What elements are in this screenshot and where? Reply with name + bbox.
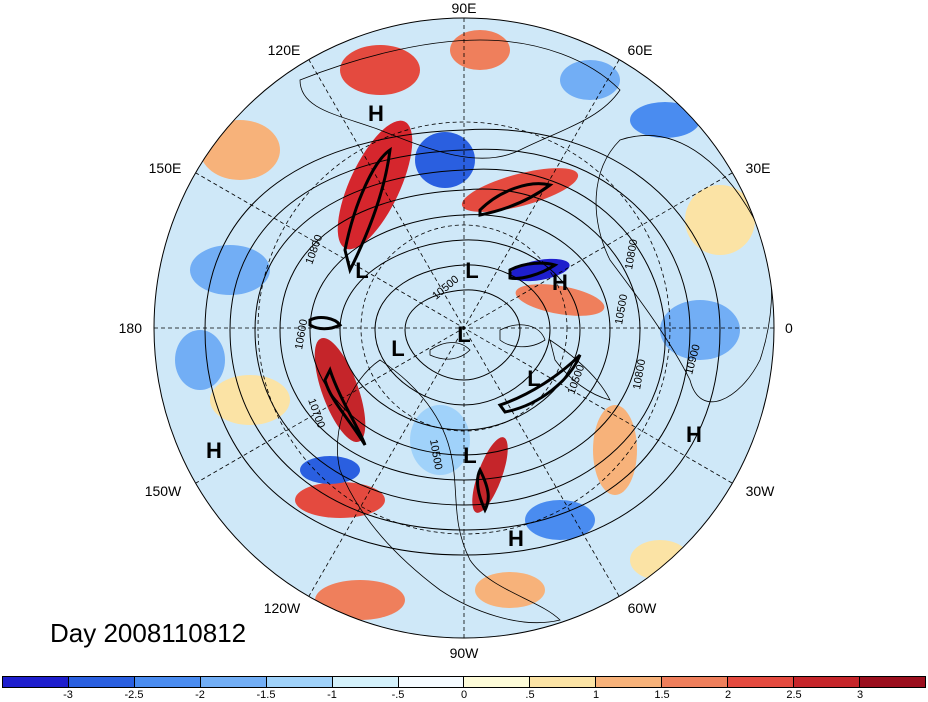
lon-label-150e: 150E [149,160,182,176]
colorbar [2,676,926,688]
colorbar-swatch [530,677,597,687]
high-pressure-marker: H [368,101,384,126]
map-border [153,17,775,639]
low-pressure-marker: L [463,443,476,468]
colorbar-tick-label: 1.5 [654,689,670,701]
colorbar-tick-label: 1 [592,689,600,701]
lon-label-120e: 120E [268,42,301,58]
cold-anomaly [560,60,620,100]
contour-label: 10500 [427,438,444,470]
colorbar-tick-label: -2.5 [124,689,144,701]
colorbar-tick-label: -2 [195,689,205,701]
high-pressure-marker: H [686,422,702,447]
contour-label: 10800 [623,238,640,270]
colorbar-swatch [859,677,925,687]
lon-label-30w: 30W [746,483,776,499]
high-pressure-marker: H [552,270,568,295]
height-contours [204,128,721,556]
colorbar-swatch [68,677,135,687]
cold-anomaly [175,330,225,390]
colorbar-tick-label: -3 [63,689,73,701]
warm-anomaly [630,540,690,580]
polar-stereographic-map: 90E 60E 30E 0 30W 60W 90W 120W 150W 180 … [119,0,793,661]
warm-anomaly [685,185,755,255]
colorbar-swatch [200,677,267,687]
lon-label-60e: 60E [628,42,653,58]
colorbar-tick-label: 3 [856,689,864,701]
colorbar-tick-label: 0 [460,689,468,701]
cold-anomaly [415,132,475,188]
colorbar-swatch [266,677,333,687]
low-pressure-marker: L [465,258,478,283]
lon-label-150w: 150W [145,483,182,499]
colorbar-swatch [596,677,663,687]
cold-anomaly [525,500,595,540]
colorbar-swatch [134,677,201,687]
low-pressure-marker: L [457,322,470,347]
colorbar-swatch [398,677,465,687]
warm-anomaly [450,30,510,70]
lon-label-60w: 60W [628,600,658,616]
coastlines [299,39,772,624]
cold-anomaly [410,405,470,475]
warm-anomaly [515,284,605,316]
colorbar-tick-label: -1.5 [256,689,276,701]
low-pressure-marker: L [355,258,368,283]
lon-label-0: 0 [785,320,793,336]
colorbar-swatch [3,677,69,687]
colorbar-tick-label: 2.5 [786,689,802,701]
warm-anomaly [475,572,545,608]
warm-anomaly [295,482,385,518]
cold-anomaly [190,245,270,295]
graticule [154,18,774,638]
colorbar-tick-label: -1 [327,689,337,701]
colorbar-swatch [728,677,795,687]
contour-label: 10500 [613,293,630,325]
warm-anomaly [210,375,290,425]
lon-label-90w: 90W [450,645,480,661]
lon-label-180: 180 [119,320,143,336]
warm-anomaly [315,580,405,620]
colorbar-tick-label: .5 [525,689,535,701]
high-pressure-marker: H [508,526,524,551]
colorbar-tick-label: -.5 [391,689,405,701]
map-title: Day 2008110812 [50,618,247,648]
contour-label: 10800 [631,358,648,390]
cold-anomaly [630,102,700,138]
colorbar-labels: -3 -2.5 -2 -1.5 -1 -.5 0 .5 1 1.5 2 2.5 3 [2,689,926,702]
warm-anomaly [472,437,508,513]
lon-label-30e: 30E [746,160,771,176]
low-pressure-marker: L [527,366,540,391]
low-pressure-marker: L [391,336,404,361]
warm-anomaly [340,45,420,95]
jet-contours [308,146,582,514]
colorbar-swatch [332,677,399,687]
colorbar-swatch [662,677,729,687]
colorbar-tick-label: 2 [724,689,732,701]
colorbar-swatch [794,677,860,687]
contour-label: 10600 [293,318,310,350]
colorbar-swatch [464,677,531,687]
warm-anomaly [200,120,280,180]
lon-label-120w: 120W [264,600,301,616]
lon-label-90e: 90E [452,0,477,16]
high-pressure-marker: H [206,438,222,463]
